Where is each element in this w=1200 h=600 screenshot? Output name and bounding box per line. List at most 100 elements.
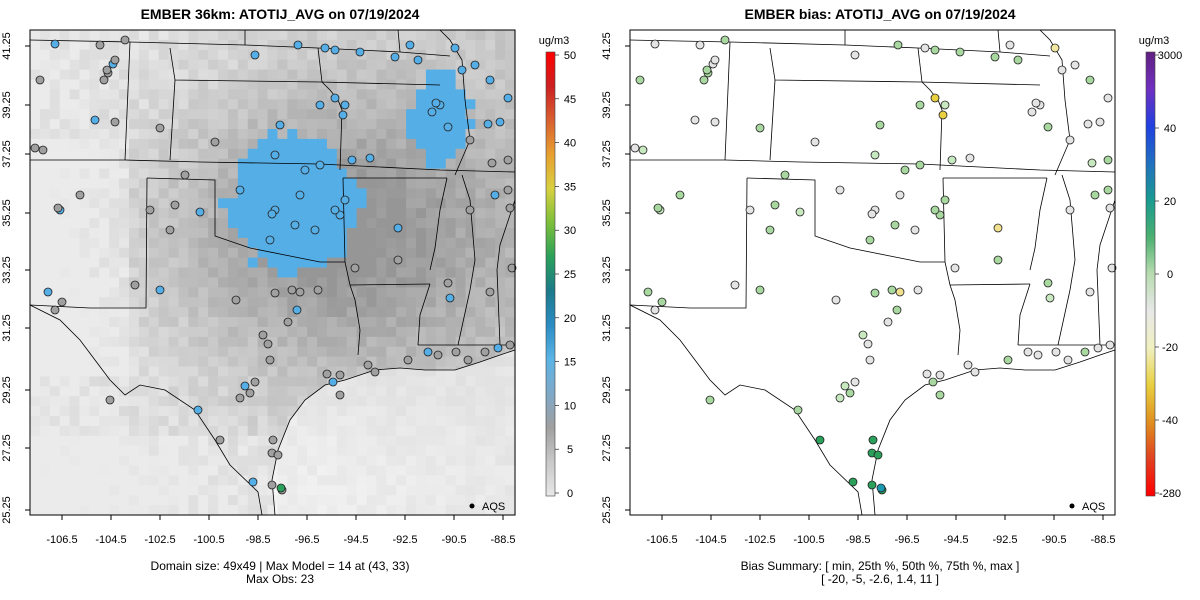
- station-marker: [265, 235, 275, 245]
- bias-station-marker: [831, 295, 841, 305]
- station-marker: [35, 75, 45, 85]
- station-marker: [30, 143, 40, 153]
- model-colorbar-label: 25: [564, 269, 576, 281]
- bias-station-marker: [1087, 158, 1097, 168]
- bias-station-marker: [867, 480, 877, 490]
- station-marker: [322, 369, 332, 379]
- model-boundary-line: [496, 199, 516, 346]
- bias-station-marker: [630, 143, 640, 153]
- station-marker: [433, 350, 443, 360]
- station-marker: [328, 377, 338, 387]
- station-marker: [293, 40, 303, 50]
- station-marker: [258, 330, 268, 340]
- bias-station-marker: [990, 52, 1000, 62]
- model-xtick-label: -102.5: [144, 534, 175, 546]
- model-station-markers: [30, 35, 517, 495]
- bias-station-marker: [930, 93, 940, 103]
- bias-station-markers: [630, 35, 1117, 495]
- station-marker: [443, 122, 453, 132]
- bias-xtick-label: -102.5: [744, 534, 775, 546]
- bias-station-marker: [910, 225, 920, 235]
- station-marker: [505, 203, 515, 213]
- model-boundary-line: [146, 177, 345, 263]
- bias-station-marker: [1013, 55, 1023, 65]
- station-marker: [50, 39, 60, 49]
- bias-boundary-line: [997, 29, 1001, 53]
- bias-ytick-label: 29.25: [601, 376, 613, 404]
- bias-station-marker: [947, 155, 957, 165]
- bias-station-marker: [795, 207, 805, 217]
- bias-station-marker: [710, 117, 720, 127]
- station-marker: [210, 137, 220, 147]
- bias-ytick-label: 33.25: [601, 256, 613, 284]
- model-colorbar-label: 35: [564, 181, 576, 193]
- bias-station-marker: [1045, 293, 1055, 303]
- station-marker: [38, 145, 48, 155]
- station-marker: [340, 195, 350, 205]
- bias-boundary-line: [1017, 283, 1031, 346]
- bias-station-marker: [940, 195, 950, 205]
- station-marker: [195, 207, 205, 217]
- station-marker: [300, 165, 310, 175]
- bias-station-marker: [635, 75, 645, 85]
- station-marker: [485, 75, 495, 85]
- model-xtick-label: -88.5: [490, 534, 515, 546]
- bias-station-marker: [780, 170, 790, 180]
- bias-station-marker: [1090, 190, 1100, 200]
- bias-station-marker: [1043, 278, 1053, 288]
- station-marker: [231, 295, 241, 305]
- bias-station-marker: [1105, 340, 1115, 350]
- bias-station-marker: [650, 305, 660, 315]
- station-marker: [235, 393, 245, 403]
- model-colorbar: [545, 51, 556, 497]
- station-marker: [330, 205, 340, 215]
- bias-station-marker: [810, 137, 820, 147]
- bias-xtick-label: -98.5: [845, 534, 870, 546]
- bias-station-marker: [730, 280, 740, 290]
- model-colorbar-unit: ug/m3: [539, 35, 570, 47]
- bias-station-marker: [892, 305, 902, 315]
- bias-station-marker: [710, 55, 720, 65]
- station-marker: [350, 263, 360, 273]
- bias-station-marker: [875, 120, 885, 130]
- bias-station-marker: [690, 115, 700, 125]
- station-marker: [155, 123, 165, 133]
- bias-station-marker: [930, 205, 940, 215]
- station-marker: [451, 347, 461, 357]
- bias-station-marker: [993, 255, 1003, 265]
- model-domain-summary: Domain size: 49x49 | Max Model = 14 at (…: [150, 559, 410, 573]
- bias-station-marker: [755, 285, 765, 295]
- bias-station-marker: [963, 360, 973, 370]
- bias-boundary-line: [1096, 199, 1116, 346]
- bias-colorbar-label: 3000: [1158, 50, 1182, 62]
- bias-colorbar-label: -280: [1159, 488, 1181, 500]
- bias-station-marker: [643, 287, 653, 297]
- bias-station-marker: [858, 330, 868, 340]
- bias-boundary-line: [724, 41, 731, 161]
- model-xtick-label: -96.5: [294, 534, 319, 546]
- model-boundary-line: [349, 284, 361, 356]
- station-marker: [102, 65, 112, 75]
- bias-station-marker: [865, 355, 875, 365]
- station-marker: [295, 287, 305, 297]
- bias-station-marker: [1103, 185, 1113, 195]
- station-marker: [270, 288, 280, 298]
- bias-xtick-label: -96.5: [894, 534, 919, 546]
- bias-station-marker: [695, 40, 705, 50]
- station-marker: [105, 395, 115, 405]
- model-legend-label: AQS: [482, 501, 505, 513]
- station-marker: [235, 185, 245, 195]
- bias-xtick-label: -104.5: [695, 534, 726, 546]
- station-marker: [145, 205, 155, 215]
- station-marker: [95, 40, 105, 50]
- bias-boundary-line: [769, 47, 1041, 86]
- bias-station-marker: [720, 35, 730, 45]
- bias-xtick-label: -100.5: [793, 534, 824, 546]
- station-marker: [505, 340, 515, 350]
- bias-ytick-label: 25.25: [601, 496, 613, 524]
- bias-station-marker: [1107, 263, 1117, 273]
- model-xtick-label: -92.5: [392, 534, 417, 546]
- bias-station-marker: [913, 285, 923, 295]
- model-boundary-line: [124, 41, 131, 161]
- model-ytick-label: 25.25: [1, 496, 13, 524]
